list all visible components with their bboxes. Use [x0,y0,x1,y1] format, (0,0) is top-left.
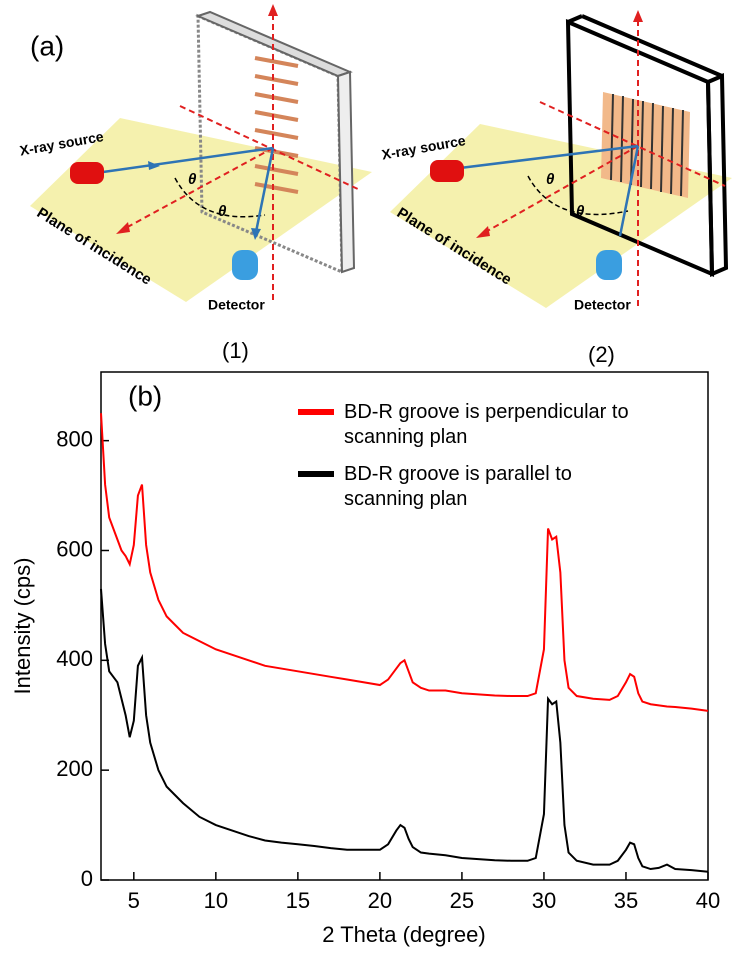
y-tick-label: 0 [81,866,93,891]
diagram: X-ray source Plane of incidence Detector… [18,4,372,363]
series-line [100,413,709,712]
stripes [254,56,299,194]
caption: (1) [222,338,249,363]
x-tick-label: 20 [368,888,392,913]
source [70,162,104,184]
y-tick-label: 400 [56,646,93,671]
x-tick-label: 35 [614,888,638,913]
plot-frame [100,371,709,881]
y-axis-title: Intensity (cps) [10,558,35,695]
detector-label: Detector [208,297,265,313]
axes-arrows [121,12,361,300]
caption: (2) [588,342,615,367]
detector-label: Detector [574,297,631,313]
legend-swatch [298,409,334,415]
x-tick-label: 10 [204,888,228,913]
series-line [100,588,709,873]
x-tick-label: 30 [532,888,556,913]
legend-swatch [298,471,334,477]
panel-label: (b) [128,380,162,411]
theta: θ [576,203,585,220]
x-tick-label: 5 [128,888,140,913]
panel-label: (a) [30,30,64,61]
y-tick-label: 600 [56,536,93,561]
x-tick-label: 40 [696,888,720,913]
theta: θ [218,203,227,220]
theta: θ [546,171,555,188]
legend-label: BD-R groove is perpendicular to scanning… [344,401,629,448]
box-side [336,70,356,274]
legend-label: BD-R groove is parallel to scanning plan [344,463,572,510]
theta: θ [188,171,197,188]
detector-icon [232,250,258,280]
y-tick-label: 200 [56,756,93,781]
x-tick-label: 15 [286,888,310,913]
x-axis-title: 2 Theta (degree) [322,922,485,947]
y-tick-label: 800 [56,426,93,451]
x-tick-label: 25 [450,888,474,913]
diagrams: X-ray source Plane of incidence Detector… [18,4,732,367]
diagram: X-ray source Plane of incidence Detector… [380,10,732,367]
